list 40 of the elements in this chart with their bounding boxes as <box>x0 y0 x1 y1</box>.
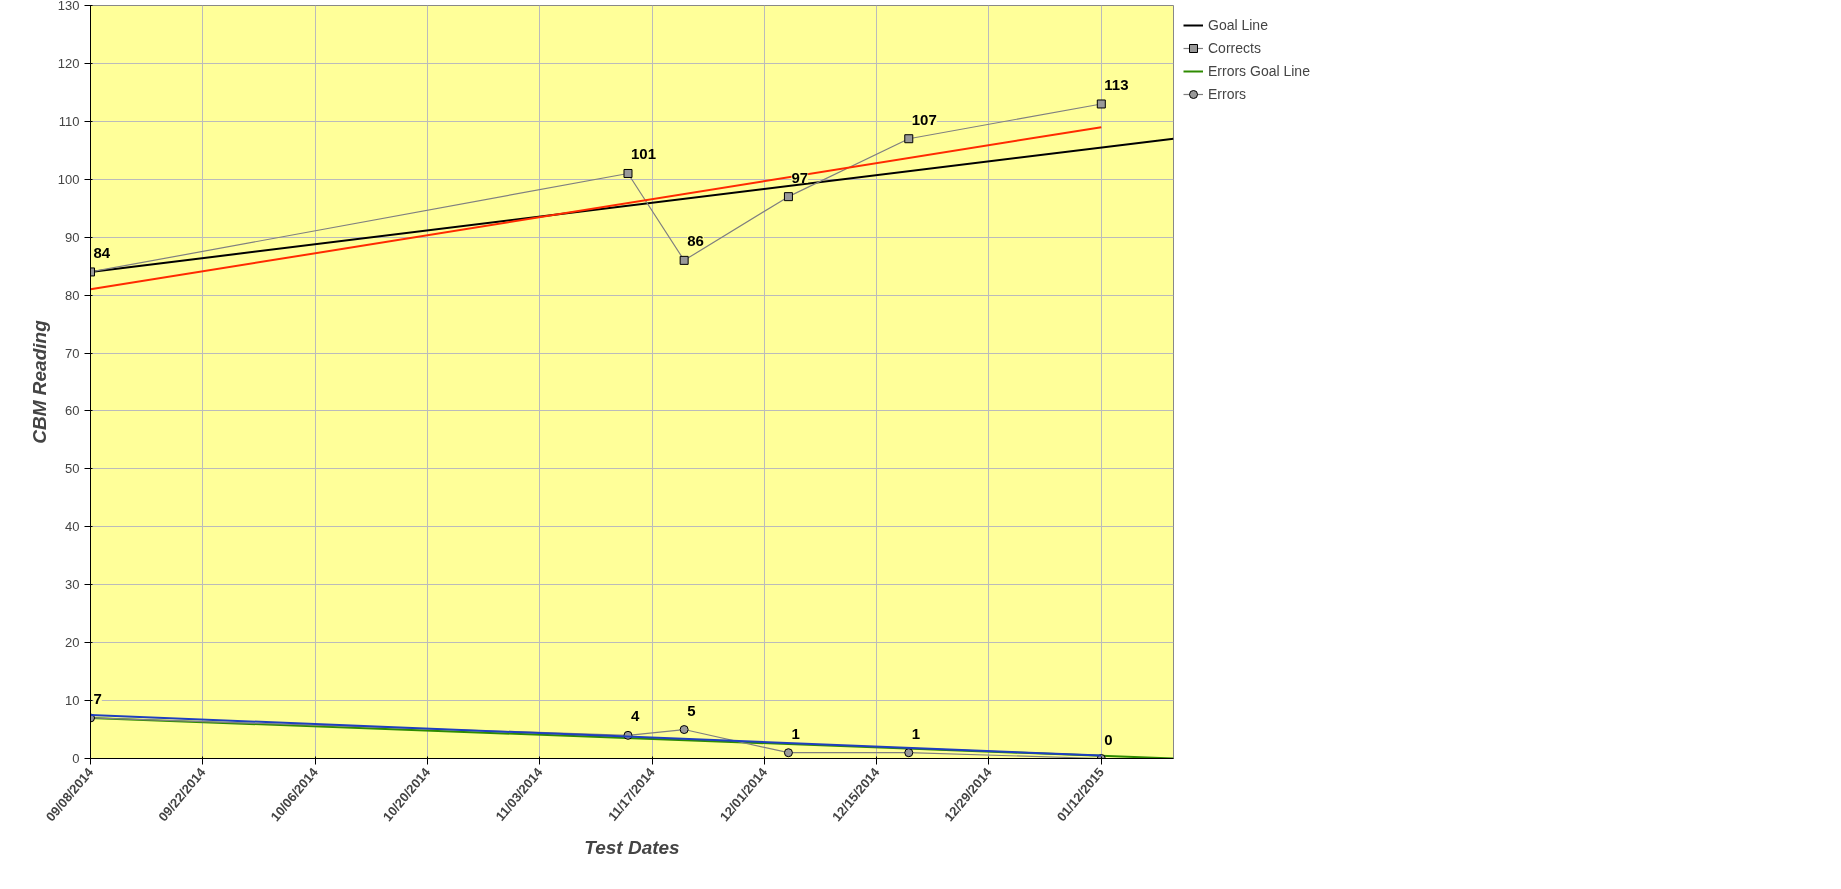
data-label: 97 <box>791 168 809 186</box>
point <box>904 748 914 758</box>
y-tick-label: 20 <box>65 635 80 651</box>
y-tick-label: 80 <box>65 287 80 303</box>
data-label: 1 <box>911 724 921 742</box>
point <box>679 255 689 265</box>
point <box>1096 99 1106 109</box>
data-label: 4 <box>630 707 640 725</box>
y-tick-label: 60 <box>65 403 80 419</box>
data-label: 86 <box>687 232 704 250</box>
legend-label: Corrects <box>1208 40 1261 56</box>
legend-label: Goal Line <box>1208 17 1268 33</box>
y-tick-label: 70 <box>65 345 80 361</box>
point <box>679 725 689 735</box>
y-tick-label: 90 <box>65 229 80 245</box>
y-tick-label: 30 <box>65 577 80 593</box>
data-label: 107 <box>911 110 937 128</box>
point <box>904 134 914 144</box>
y-tick-label: 40 <box>65 519 80 535</box>
y-tick-label: 120 <box>57 55 80 71</box>
data-label: 84 <box>93 243 111 261</box>
data-label: 1 <box>791 724 800 742</box>
y-tick-label: 110 <box>58 113 80 129</box>
y-tick-label: 130 <box>57 0 80 13</box>
y-axis-title: CBM Reading <box>28 319 50 444</box>
point <box>623 168 633 178</box>
y-tick-label: 100 <box>57 171 80 187</box>
data-label: 0 <box>1104 730 1113 748</box>
x-axis-title: Test Dates <box>584 836 680 858</box>
legend-label: Errors Goal Line <box>1208 63 1310 79</box>
point <box>783 748 793 758</box>
point <box>783 192 793 202</box>
data-label: 7 <box>93 689 102 707</box>
legend-label: Errors <box>1208 86 1247 102</box>
data-label: 101 <box>630 145 657 163</box>
y-tick-label: 10 <box>65 693 80 709</box>
y-tick-label: 0 <box>72 751 80 766</box>
data-label: 5 <box>687 701 696 719</box>
y-tick-label: 50 <box>65 461 80 477</box>
data-label: 113 <box>1104 75 1129 93</box>
